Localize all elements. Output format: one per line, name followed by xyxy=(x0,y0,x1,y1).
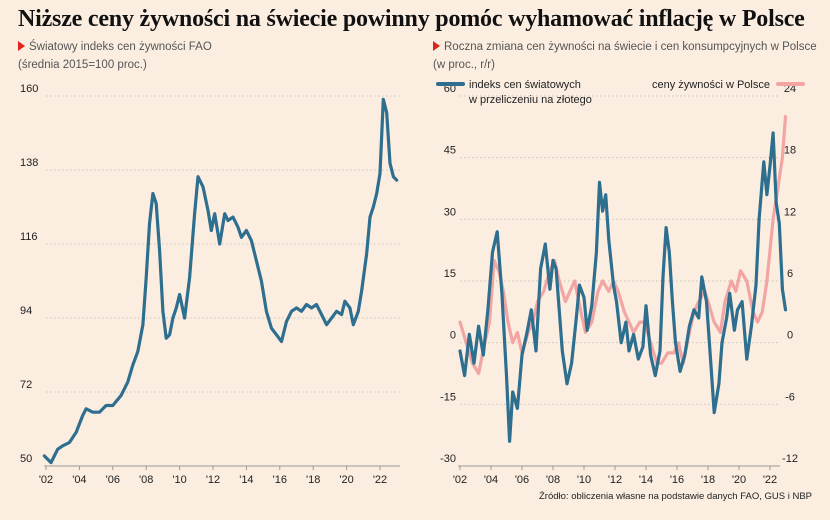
left-x-tick-label: '06 xyxy=(106,474,120,486)
legend-world-index-label-line2: w przeliczeniu na złotego xyxy=(468,94,592,106)
right-x-tick-label: '04 xyxy=(484,474,498,486)
right-chart-left-y-tick-label: -30 xyxy=(440,453,456,465)
right-chart-left-y-tick-label: -15 xyxy=(440,391,456,403)
left-y-tick-label: 72 xyxy=(20,379,32,391)
right-chart-right-y-tick-label: -6 xyxy=(785,391,795,403)
right-x-tick-label: '10 xyxy=(577,474,591,486)
right-x-tick-label: '22 xyxy=(763,474,777,486)
left-x-tick-label: '18 xyxy=(306,474,320,486)
left-y-tick-label: 50 xyxy=(20,453,32,465)
right-x-tick-label: '06 xyxy=(515,474,529,486)
legend-poland-food-label: ceny żywności w Polsce xyxy=(652,79,770,91)
left-x-tick-label: '12 xyxy=(206,474,220,486)
left-chart-subtitle: Światowy indeks cen żywności FAO xyxy=(18,41,212,53)
right-chart-right-y-tick-label: 18 xyxy=(784,145,796,157)
left-y-tick-label: 116 xyxy=(20,231,38,243)
source-note: Źródło: obliczenia własne na podstawie d… xyxy=(539,491,812,502)
left-y-tick-label: 138 xyxy=(20,157,38,169)
right-chart-right-y-tick-label: -12 xyxy=(782,453,798,465)
right-x-tick-label: '14 xyxy=(639,474,653,486)
right-x-tick-label: '12 xyxy=(608,474,622,486)
poland-food-prices-line xyxy=(458,115,788,376)
right-x-tick-label: '02 xyxy=(453,474,467,486)
right-chart-left-y-tick-label: 45 xyxy=(444,145,456,157)
left-x-tick-label: '10 xyxy=(172,474,186,486)
left-chart-unit: (średnia 2015=100 proc.) xyxy=(18,59,147,71)
left-x-tick-label: '22 xyxy=(373,474,387,486)
red-triangle-icon xyxy=(433,41,440,51)
right-chart-left-y-tick-label: 30 xyxy=(444,206,456,218)
right-x-tick-label: '18 xyxy=(701,474,715,486)
left-x-tick-label: '02 xyxy=(39,474,53,486)
right-chart-unit: (w proc., r/r) xyxy=(433,59,495,71)
right-chart-right-y-tick-label: 12 xyxy=(784,206,796,218)
right-x-tick-label: '16 xyxy=(670,474,684,486)
right-x-tick-label: '20 xyxy=(732,474,746,486)
left-x-tick-label: '04 xyxy=(72,474,86,486)
left-x-tick-label: '08 xyxy=(139,474,153,486)
left-y-tick-label: 94 xyxy=(20,305,32,317)
left-y-tick-label: 160 xyxy=(20,83,38,95)
red-triangle-icon xyxy=(18,41,25,51)
right-chart-right-y-tick-label: 6 xyxy=(787,268,793,280)
left-x-tick-label: '20 xyxy=(339,474,353,486)
right-chart-left-y-tick-label: 0 xyxy=(450,330,456,342)
legend-world-index-label-line1: indeks cen światowych xyxy=(469,79,581,91)
right-chart-subtitle: Roczna zmiana cen żywności na świecie i … xyxy=(433,41,817,53)
right-x-tick-label: '08 xyxy=(546,474,560,486)
left-x-tick-label: '16 xyxy=(273,474,287,486)
left-x-tick-label: '14 xyxy=(239,474,253,486)
right-chart-left-y-tick-label: 15 xyxy=(444,268,456,280)
left-series-line xyxy=(42,97,399,465)
world-index-pln-line xyxy=(458,131,788,443)
page-title: Niższe ceny żywności na świecie powinny … xyxy=(18,6,805,32)
right-chart-right-y-tick-label: 0 xyxy=(787,330,793,342)
